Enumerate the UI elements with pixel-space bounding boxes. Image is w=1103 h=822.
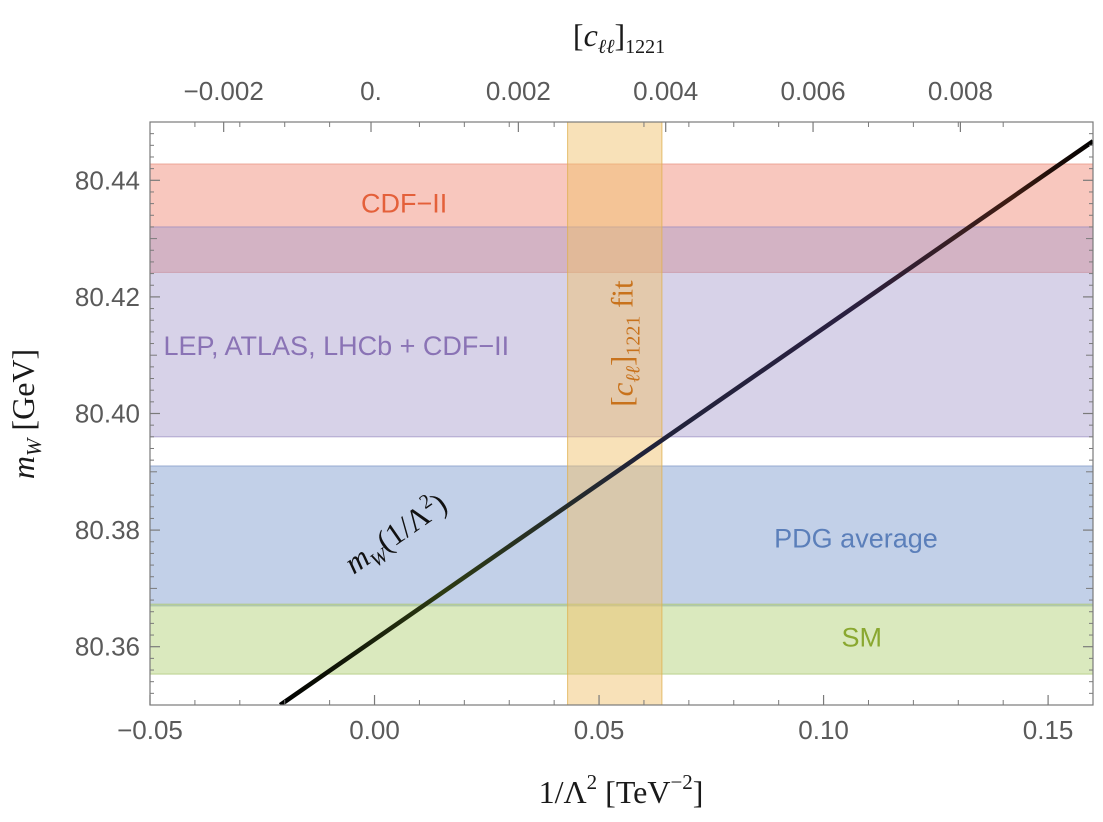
band-label-lep-combined: LEP, ATLAS, LHCb + CDF−II	[163, 331, 509, 361]
horizontal-bands	[150, 163, 1093, 675]
band-label-pdg: PDG average	[774, 524, 938, 554]
vband-label: [cℓℓ]1221 fit	[605, 280, 645, 407]
top-tick-label: −0.002	[184, 76, 264, 106]
top-title-sub1: ℓℓ	[598, 36, 615, 58]
top-tick-label: 0.008	[928, 76, 993, 106]
y-tick-label: 80.36	[75, 632, 140, 662]
top-tick-label: 0.004	[633, 76, 698, 106]
vband-label-sym: c	[605, 382, 640, 396]
band-cll-fit	[567, 122, 663, 705]
y-tick-label: 80.40	[75, 399, 140, 429]
y-tick-label: 80.38	[75, 515, 140, 545]
x-title-unit-sup: −2	[670, 770, 692, 794]
band-lep-combined	[150, 226, 1093, 438]
band-label-sm: SM	[842, 623, 883, 653]
vband-label-close: ]	[605, 356, 640, 366]
line-layer	[278, 139, 1093, 705]
top-tick-label: 0.002	[486, 76, 551, 106]
top-title-open: [	[573, 17, 584, 53]
y-title-sym: m	[5, 456, 41, 479]
top-title-sub2: 1221	[625, 36, 665, 58]
vband-label-tail: fit	[605, 280, 640, 316]
top-title-close: ]	[614, 17, 625, 53]
x-tick-label: −0.05	[117, 715, 183, 745]
x-tick-label: 0.05	[574, 715, 625, 745]
top-title-sym: c	[584, 17, 598, 53]
x-title-main: 1/Λ	[539, 774, 587, 810]
y-axis-title: mW [GeV]	[5, 349, 46, 479]
y-tick-label: 80.42	[75, 282, 140, 312]
band-label-cdf: CDF−II	[361, 188, 447, 218]
x-title-unit-close: ]	[693, 774, 704, 810]
vertical-band-layer	[567, 122, 663, 705]
x-tick-label: 0.10	[798, 715, 849, 745]
band-sm	[150, 603, 1093, 675]
y-title-sub: W	[22, 436, 46, 456]
vband-label-sub1: ℓℓ	[623, 365, 645, 382]
top-tick-label: 0.	[360, 76, 382, 106]
x-axis-title: 1/Λ2 [TeV−2]	[539, 770, 704, 810]
top-tick-label: 0.006	[781, 76, 846, 106]
vband-label-sub2: 1221	[623, 316, 645, 356]
x-title-sup: 2	[587, 770, 598, 794]
axis-ticks: −0.05 0.00 0.05 0.10 0.15 −0.002 0. 0.002 0.004 0…	[75, 76, 1094, 745]
y-tick-label: 80.44	[75, 165, 140, 195]
x-tick-label: 0.00	[349, 715, 400, 745]
x-title-unit-open: [TeV	[597, 774, 670, 810]
vband-label-open: [	[605, 396, 640, 406]
y-title-unit: [GeV]	[5, 349, 41, 439]
band-labels: CDF−II LEP, ATLAS, LHCb + CDF−II PDG avera…	[163, 188, 937, 652]
band-cdf	[150, 163, 1093, 273]
band-pdg	[150, 465, 1093, 607]
mw-line	[278, 139, 1093, 705]
x-tick-label: 0.15	[1023, 715, 1074, 745]
top-axis-title: [cℓℓ]1221	[573, 17, 665, 58]
